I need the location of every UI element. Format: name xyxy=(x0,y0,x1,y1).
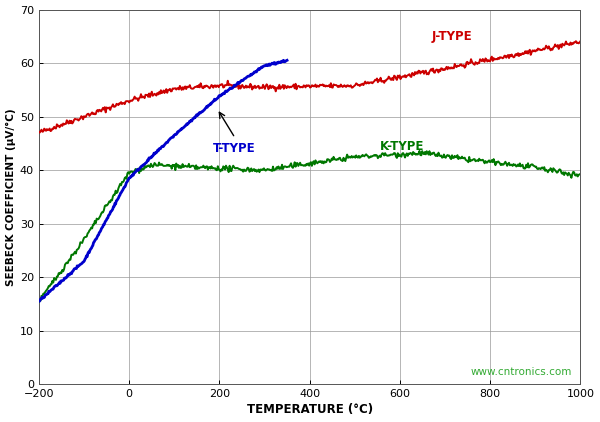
Text: J-TYPE: J-TYPE xyxy=(431,30,472,43)
Text: T-TYPE: T-TYPE xyxy=(212,142,255,155)
Y-axis label: SEEBECK COEFFICIENT (μV/°C): SEEBECK COEFFICIENT (μV/°C) xyxy=(5,108,16,286)
X-axis label: TEMPERATURE (°C): TEMPERATURE (°C) xyxy=(247,403,373,417)
Text: K-TYPE: K-TYPE xyxy=(380,140,424,153)
Text: www.cntronics.com: www.cntronics.com xyxy=(471,367,572,377)
